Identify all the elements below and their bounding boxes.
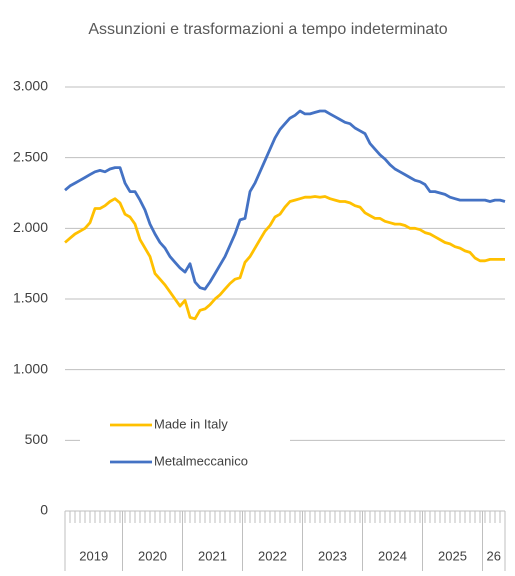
- x-group-label: 2020: [138, 548, 167, 563]
- x-group-label: 2021: [198, 548, 227, 563]
- y-tick-label: 500: [25, 431, 49, 447]
- y-tick-label: 1.000: [13, 360, 48, 376]
- x-group-label: 26: [487, 548, 501, 563]
- y-tick-label: 1.500: [13, 290, 48, 306]
- y-tick-label: 2.000: [13, 219, 48, 235]
- x-group-label: 2022: [258, 548, 287, 563]
- y-tick-label: 0: [40, 502, 48, 518]
- x-group-label: 2025: [438, 548, 467, 563]
- y-tick-label: 2.500: [13, 148, 48, 164]
- legend-label: Made in Italy: [154, 416, 228, 431]
- x-group-label: 2023: [318, 548, 347, 563]
- y-tick-label: 3.000: [13, 78, 48, 94]
- x-group-label: 2024: [378, 548, 407, 563]
- legend-box: [80, 410, 290, 476]
- legend-label: Metalmeccanico: [154, 453, 248, 468]
- series-line: [64, 109, 506, 291]
- x-group-label: 2019: [79, 548, 108, 563]
- series-line: [64, 195, 505, 321]
- chart-title: Assunzioni e trasformazioni a tempo inde…: [88, 21, 447, 38]
